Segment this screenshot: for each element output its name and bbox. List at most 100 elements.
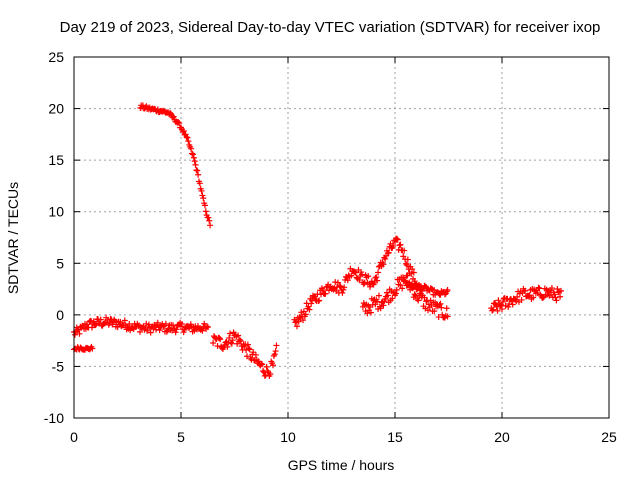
series-arc-6 [359, 272, 451, 321]
series-arc-1 [71, 314, 211, 338]
data-point [392, 290, 399, 297]
data-point [273, 342, 280, 349]
data-point [494, 307, 501, 314]
data-point [403, 262, 410, 269]
data-point [259, 361, 266, 368]
data-point [535, 284, 542, 291]
data-point [382, 255, 389, 262]
data-point [404, 272, 411, 279]
data-point [92, 322, 99, 329]
data-point [147, 329, 154, 336]
data-point [322, 290, 329, 297]
data-point [180, 128, 187, 135]
data-point [525, 292, 532, 299]
data-point [160, 323, 167, 330]
data-point [431, 308, 438, 315]
data-point [263, 363, 270, 370]
data-point [252, 351, 259, 358]
data-point [217, 336, 224, 343]
data-point [374, 277, 381, 284]
data-point [400, 274, 407, 281]
data-point [121, 317, 128, 324]
data-point [236, 336, 243, 343]
data-point [411, 291, 418, 298]
data-point [424, 307, 431, 314]
data-point [306, 306, 313, 313]
series-arc-8 [488, 284, 565, 314]
data-point [499, 298, 506, 305]
data-point [394, 236, 401, 243]
data-point [546, 292, 553, 299]
data-point [352, 269, 359, 276]
data-point [409, 266, 416, 273]
data-point [206, 217, 213, 224]
x-tick-label: 15 [387, 429, 403, 445]
data-point [90, 318, 97, 325]
x-tick-label: 20 [494, 429, 510, 445]
data-point [557, 293, 564, 300]
data-point [190, 154, 197, 161]
data-point [514, 293, 521, 300]
data-point [214, 342, 221, 349]
data-point [397, 282, 404, 289]
data-point [401, 247, 408, 254]
data-point [245, 345, 252, 352]
data-point [243, 353, 250, 360]
plot-frame [73, 56, 610, 419]
data-point [163, 328, 170, 335]
data-point [540, 294, 547, 301]
data-point [526, 292, 533, 299]
data-point [509, 301, 516, 308]
data-point [437, 300, 444, 307]
data-point [497, 302, 504, 309]
data-point [235, 332, 242, 339]
data-point [143, 320, 150, 327]
data-point [305, 303, 312, 310]
data-point [334, 279, 341, 286]
data-point [244, 341, 251, 348]
x-tick-label: 10 [280, 429, 296, 445]
data-point [185, 138, 192, 145]
data-point [389, 295, 396, 302]
data-point [250, 349, 257, 356]
data-point [262, 372, 269, 379]
data-point [226, 334, 233, 341]
data-points [71, 102, 565, 380]
data-point [173, 326, 180, 333]
data-point [188, 145, 195, 152]
data-point [522, 287, 529, 294]
data-point [438, 304, 445, 311]
data-point [89, 345, 96, 352]
data-point [184, 134, 191, 141]
data-point [224, 343, 231, 350]
data-point [495, 297, 502, 304]
y-tick-label: 10 [48, 204, 64, 220]
data-point [194, 167, 201, 174]
data-point [201, 202, 208, 209]
data-point [295, 318, 302, 325]
grid [74, 57, 609, 418]
y-tick-label: -10 [44, 410, 64, 426]
data-point [367, 309, 374, 316]
data-point [195, 171, 202, 178]
data-point [207, 222, 214, 229]
series-arc-3 [137, 102, 214, 229]
data-point [393, 286, 400, 293]
data-point [414, 285, 421, 292]
data-point [189, 150, 196, 157]
data-point [443, 305, 450, 312]
data-point [380, 261, 387, 268]
data-point [204, 324, 211, 331]
y-tick-label: 25 [48, 49, 64, 65]
data-point [423, 298, 430, 305]
data-point [336, 282, 343, 289]
data-point [97, 316, 104, 323]
data-point [189, 151, 196, 158]
data-point [383, 289, 390, 296]
data-point [397, 241, 404, 248]
data-point [377, 305, 384, 312]
y-tick-label: 20 [48, 101, 64, 117]
data-point [136, 328, 143, 335]
data-point [552, 294, 559, 301]
